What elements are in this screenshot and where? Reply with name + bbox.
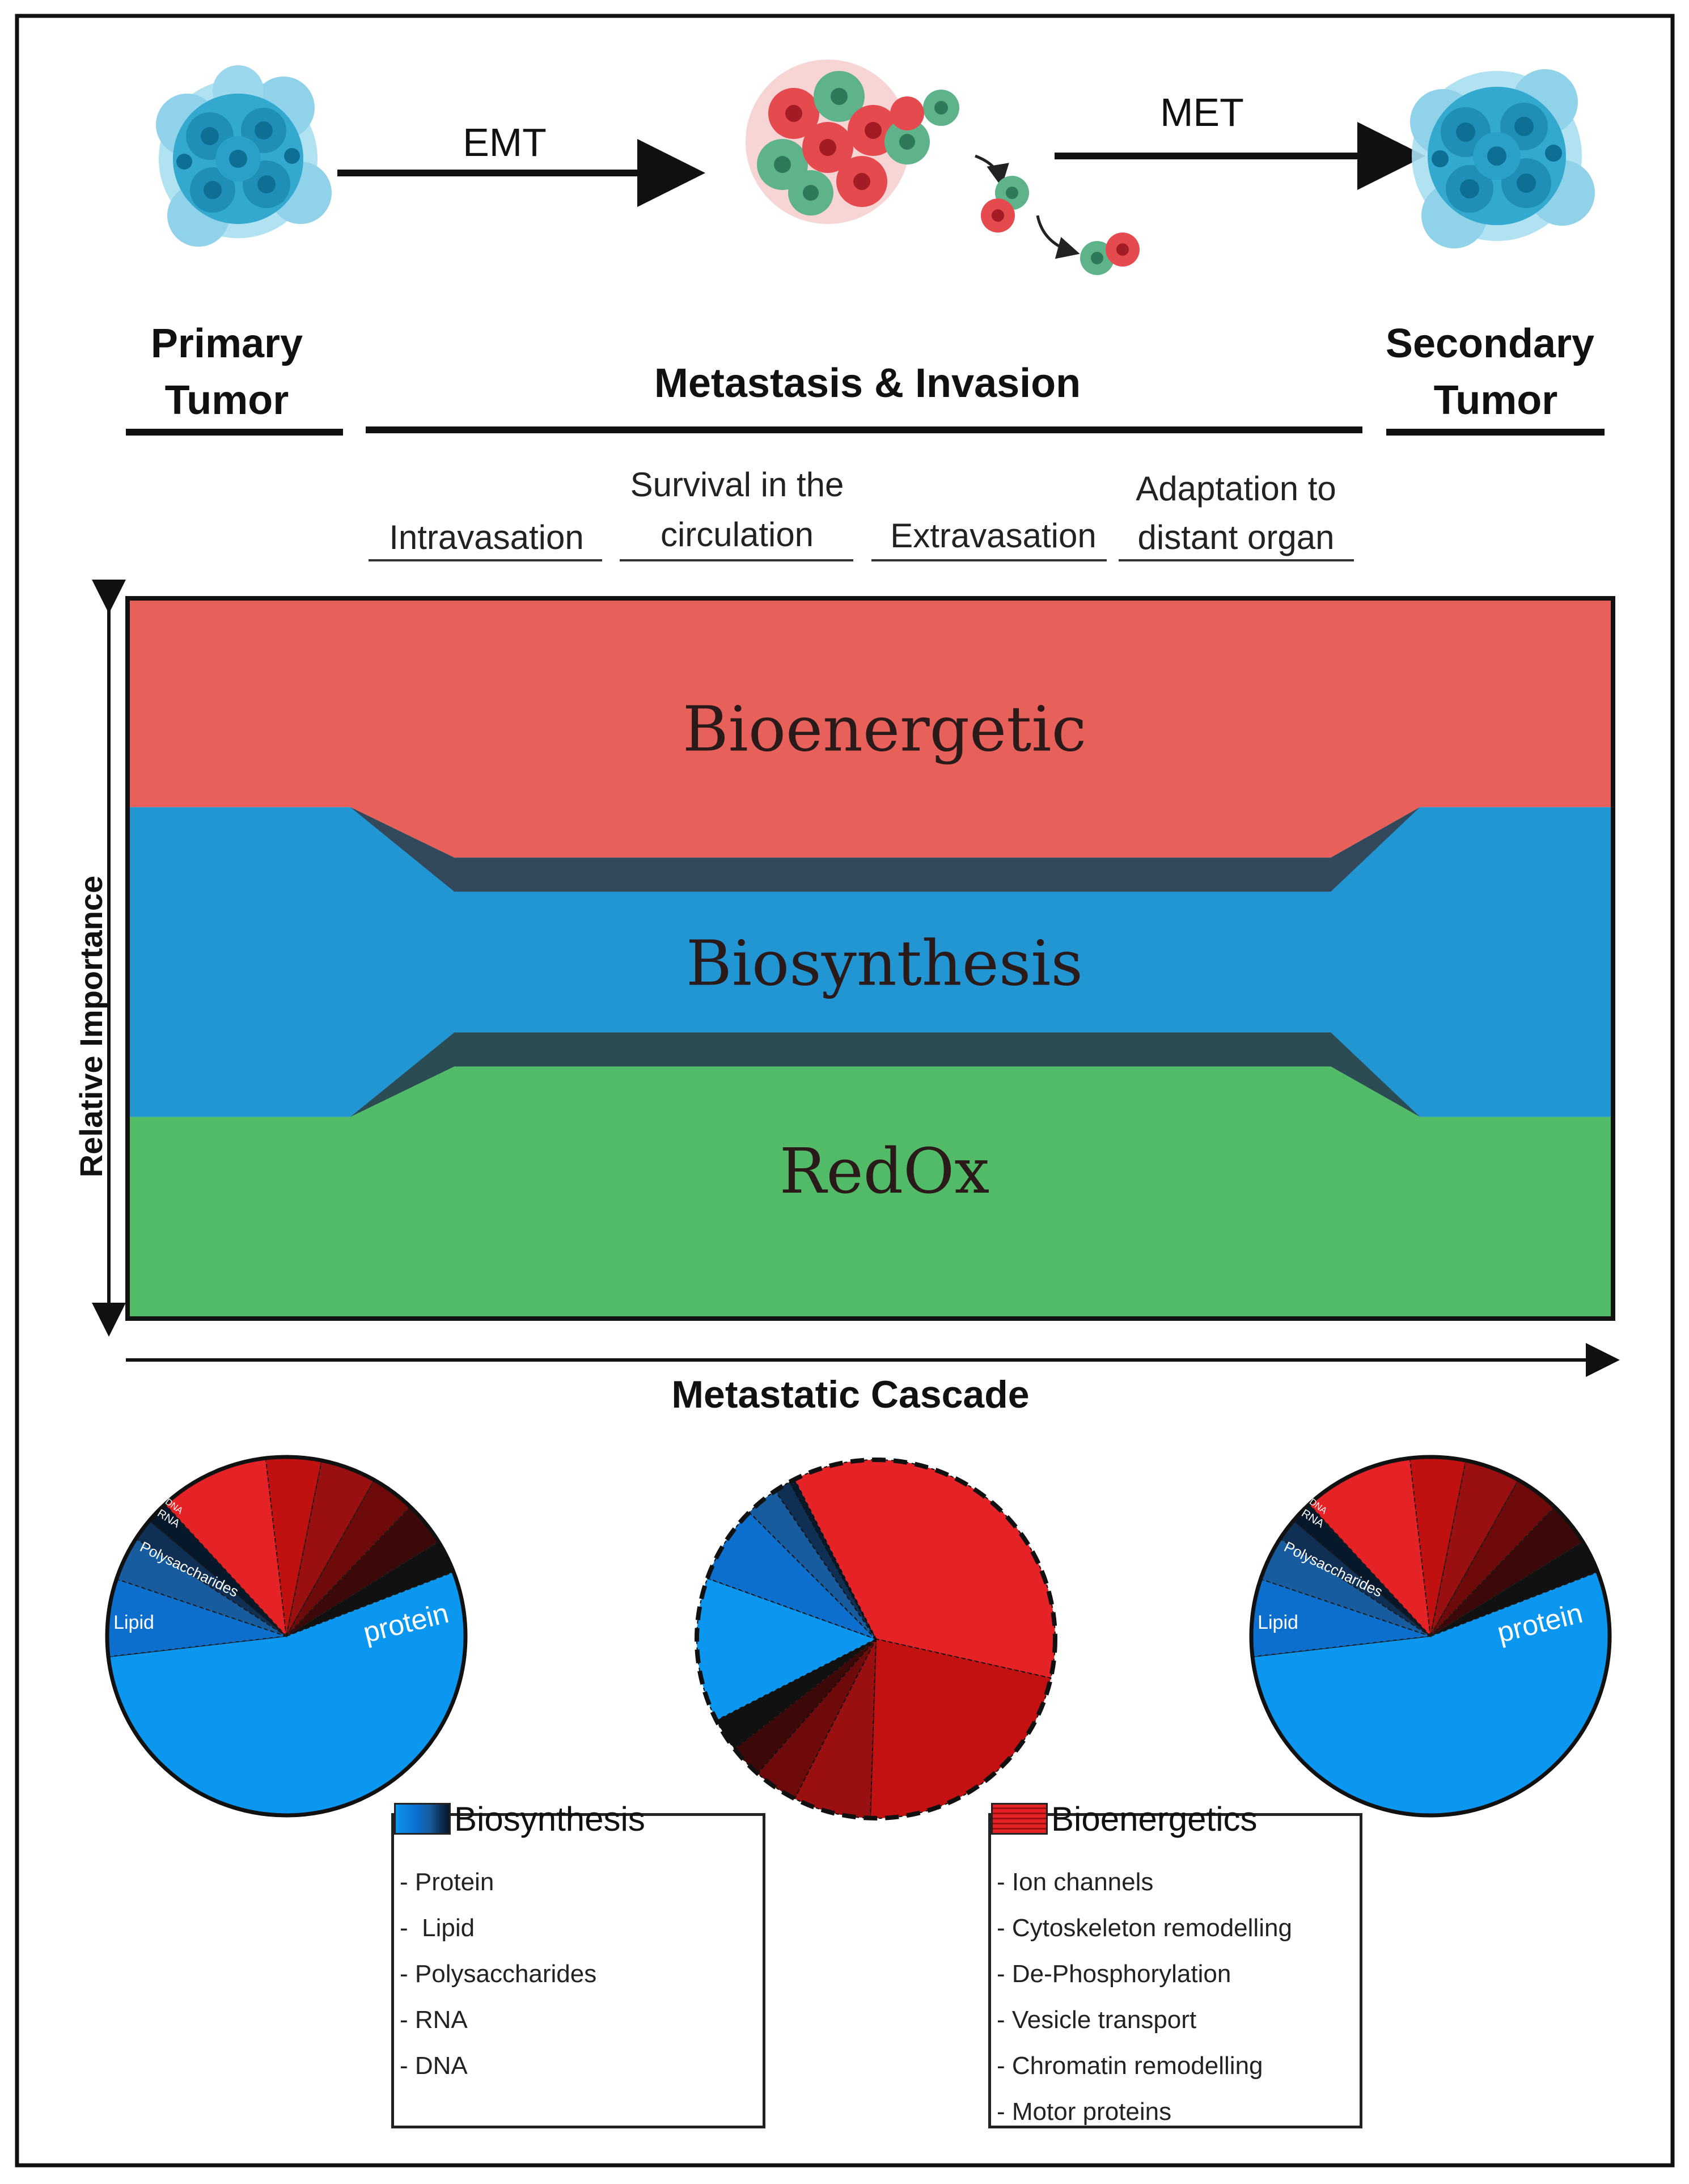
pie-left-label-lipid: Lipid [113, 1612, 154, 1633]
stage-extravasation: Extravasation [871, 517, 1107, 561]
legend-item: - Motor proteins [997, 2098, 1172, 2126]
pie-outline [105, 1455, 468, 1818]
pie-slice-ion-channels [794, 1459, 1056, 1679]
pie-slice-cytoskeleton-remodelling [870, 1638, 1052, 1819]
biosynthesis-swatch-icon [394, 1803, 451, 1835]
legend-item: - Chromatin remodelling [997, 2052, 1263, 2080]
legend-item: - Polysaccharides [400, 1960, 597, 1988]
legend-item: - Lipid [400, 1914, 475, 1942]
metastasis-invasion-heading: Metastasis & Invasion [366, 361, 1362, 433]
metastasis-invasion-label: Metastasis & Invasion [654, 361, 1081, 406]
band-shadow-lower [350, 1032, 1420, 1117]
legend-biosynthesis: Biosynthesis - Protein - Lipid - Polysac… [391, 1800, 765, 2128]
legend-item: - Protein [400, 1868, 494, 1896]
stage-adaptation: Adaptation to distant organ [1119, 470, 1354, 561]
stage-adaptation-line-1: Adaptation to [1136, 470, 1336, 508]
legend-item: - Ion channels [997, 1868, 1154, 1896]
pie-slice-ion-channels [1308, 1457, 1432, 1638]
legend-item: - RNA [400, 2006, 468, 2034]
primary-tumor-line-2: Tumor [165, 378, 289, 423]
emt-label: EMT [463, 120, 547, 164]
pie-slice-vesicle-transport [756, 1638, 877, 1799]
legend-biosynthesis-title: Biosynthesis [454, 1799, 645, 1838]
band-redox [128, 1066, 1613, 1319]
legend-bioenergetics-header: Bioenergetics [991, 1799, 1258, 1839]
band-label-redox: RedOx [780, 1135, 990, 1207]
primary-tumor-cell-cluster-icon [156, 65, 332, 247]
band-label-bioenergetic: Bioenergetic [683, 693, 1086, 766]
circulating-cells-cluster-icon [746, 60, 959, 224]
legend-item: - Vesicle transport [997, 2006, 1197, 2034]
secondary-tumor-line-1: Secondary [1386, 321, 1594, 366]
legend-bioenergetics-items: - Ion channels - Cytoskeleton remodellin… [997, 1859, 1292, 2135]
band-bioenergetic [128, 598, 1613, 858]
band-label-biosynthesis: Biosynthesis [686, 927, 1083, 999]
legend-biosynthesis-header: Biosynthesis [394, 1799, 645, 1839]
stage-survival-circulation: Survival in the circulation [620, 466, 853, 561]
legend-item: - DNA [400, 2052, 468, 2080]
secondary-tumor-cell-cluster-icon [1410, 69, 1595, 248]
stage-survival-line-2: circulation [661, 516, 814, 554]
legend-item: - De-Phosphorylation [997, 1960, 1231, 1988]
stage-intravasation-line-1: Intravasation [389, 518, 584, 556]
pie-right-label-lipid: Lipid [1258, 1612, 1298, 1633]
area-chart-frame [125, 596, 1615, 1321]
primary-tumor-heading: Primary Tumor [126, 321, 343, 436]
stage-survival-line-1: Survival in the [630, 466, 844, 504]
stage-intravasation: Intravasation [369, 518, 602, 561]
relative-importance-area-chart: Bioenergetic Biosynthesis RedOx [125, 596, 1615, 1321]
pie-secondary-tumor [1249, 1455, 1612, 1818]
primary-tumor-line-1: Primary [151, 321, 303, 366]
y-axis-label: Relative Importance [73, 876, 109, 1177]
stage-extravasation-line-1: Extravasation [890, 517, 1097, 555]
detaching-cells-icon [975, 154, 1140, 275]
legend-bioenergetics-title: Bioenergetics [1051, 1799, 1258, 1838]
pie-slice-ion-channels [164, 1457, 287, 1638]
pie-primary-tumor [105, 1455, 468, 1818]
band-shadow-upper [350, 807, 1420, 892]
secondary-tumor-line-2: Tumor [1434, 378, 1558, 423]
stage-adaptation-line-2: distant organ [1138, 518, 1335, 556]
secondary-tumor-heading: Secondary Tumor [1386, 321, 1605, 436]
pie-outline [695, 1458, 1057, 1820]
pie-metastasis [695, 1458, 1057, 1820]
outer-frame [15, 14, 1675, 2168]
pie-slice-lipid [706, 1511, 877, 1640]
bioenergetics-swatch-icon [991, 1803, 1048, 1835]
legend-biosynthesis-items: - Protein - Lipid - Polysaccharides - RN… [400, 1859, 596, 2089]
legend-item: - Cytoskeleton remodelling [997, 1914, 1292, 1942]
x-axis-label: Metastatic Cascade [671, 1373, 1029, 1416]
legend-bioenergetics: Bioenergetics - Ion channels - Cytoskele… [988, 1800, 1362, 2128]
met-label: MET [1160, 90, 1244, 134]
pie-outline [1249, 1455, 1612, 1818]
